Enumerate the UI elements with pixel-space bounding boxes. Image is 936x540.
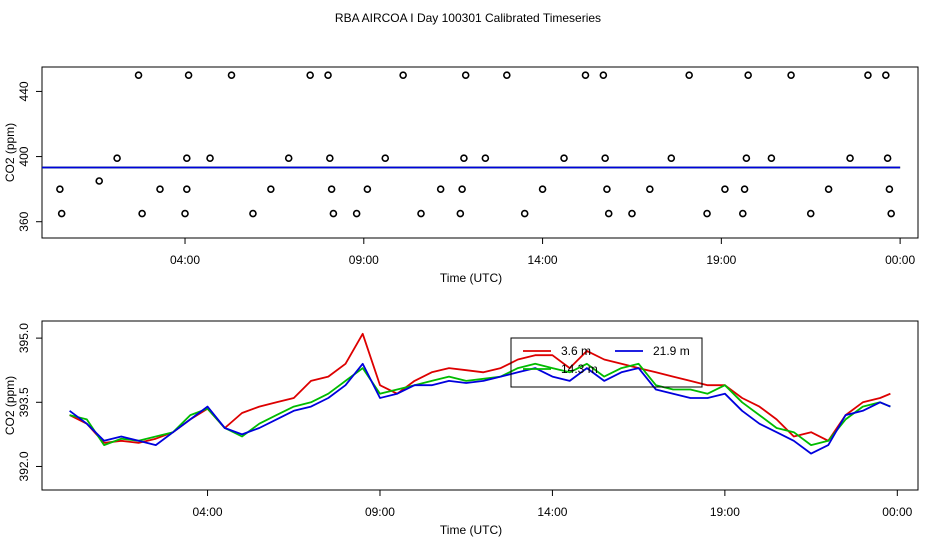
calibration-point	[628, 209, 636, 218]
calibration-point	[363, 185, 372, 193]
calibration-point	[864, 71, 872, 79]
x-tick-label: 19:00	[706, 253, 736, 267]
calibration-point	[703, 209, 711, 218]
calibration-point	[138, 209, 146, 218]
calibration-point	[460, 154, 468, 162]
calibration-point	[329, 209, 338, 218]
y-tick-label: 440	[17, 81, 31, 101]
calibration-point	[740, 185, 749, 193]
legend-label: 3.6 m	[561, 344, 591, 358]
calibration-point	[156, 185, 164, 193]
calibration-point	[436, 185, 445, 193]
calibration-point	[206, 154, 214, 162]
x-tick-label: 00:00	[885, 253, 915, 267]
x-tick-label: 09:00	[349, 253, 379, 267]
series-line-36m	[69, 332, 891, 444]
calibration-point	[456, 209, 465, 218]
calibration-point	[227, 71, 236, 79]
calibration-point	[267, 185, 275, 193]
calibration-point	[399, 71, 407, 79]
chart-panel-calibrated-timeseries: 04:00 09:00 14:00 19:00 00:00 360 400 440 Time (…	[3, 66, 919, 285]
chart-panel-zoomed-timeseries: 04:00 09:00 14:00 19:00 00:00 392.0 393.5 395.0…	[3, 320, 919, 537]
calibration-point	[560, 154, 568, 162]
calibration-point	[581, 71, 590, 79]
calibration-point	[685, 71, 693, 79]
calibration-point	[885, 185, 894, 193]
calibration-point	[503, 71, 511, 79]
calibration-point	[721, 185, 729, 193]
x-tick-label: 09:00	[365, 505, 395, 519]
calibration-point	[181, 209, 189, 218]
calibration-point	[56, 185, 64, 193]
calibration-point	[744, 71, 752, 79]
legend-label: 21.9 m	[653, 344, 690, 358]
x-tick-label: 04:00	[193, 505, 223, 519]
calibration-point	[458, 185, 466, 193]
calibration-point	[767, 154, 776, 162]
calibration-point	[326, 154, 334, 162]
calibration-point	[284, 154, 293, 162]
calibration-point	[134, 71, 143, 79]
calibration-point	[417, 209, 425, 218]
calibration-point	[538, 185, 547, 193]
calibration-point	[352, 209, 361, 218]
x-tick-label: 19:00	[710, 505, 740, 519]
calibration-point	[887, 209, 895, 218]
calibration-point	[787, 71, 795, 79]
x-axis-label: Time (UTC)	[440, 523, 502, 537]
calibration-point	[601, 154, 609, 162]
calibration-point	[461, 71, 470, 79]
calibration-point	[183, 185, 191, 193]
calibration-point	[520, 209, 529, 218]
x-tick-label: 04:00	[170, 253, 200, 267]
x-axis-label: Time (UTC)	[440, 271, 502, 285]
calibration-point	[667, 154, 676, 162]
legend-box	[510, 337, 703, 388]
calibration-point	[883, 154, 892, 162]
calibration-point	[95, 177, 104, 185]
calibration-point	[646, 185, 654, 193]
y-tick-label: 400	[17, 146, 31, 166]
calibration-point	[113, 154, 121, 162]
calibration-point	[57, 209, 66, 218]
calibration-point	[603, 185, 611, 193]
y-axis-label: CO2 (ppm)	[3, 376, 17, 435]
plot-frame	[41, 320, 919, 491]
x-tick-label: 00:00	[882, 505, 912, 519]
calibration-point	[306, 71, 314, 79]
calibration-point	[738, 209, 747, 218]
calibration-point	[806, 209, 815, 218]
calibration-point	[381, 154, 390, 162]
y-tick-label: 392.0	[17, 451, 31, 481]
calibration-point	[846, 154, 854, 162]
calibration-point	[599, 71, 608, 79]
series-line-143m	[69, 362, 891, 447]
calibration-point	[882, 71, 890, 79]
calibration-point	[742, 154, 751, 162]
y-tick-label: 360	[17, 211, 31, 231]
calibration-point	[324, 71, 332, 79]
x-tick-label: 14:00	[528, 253, 558, 267]
y-tick-label: 393.5	[17, 387, 31, 417]
calibration-point	[481, 154, 490, 162]
calibration-point	[184, 71, 193, 79]
legend-label: 14.3 m	[561, 362, 598, 376]
calibration-point	[249, 209, 257, 218]
calibration-point	[183, 154, 191, 162]
calibration-point	[824, 185, 833, 193]
series-line-219m	[69, 362, 891, 455]
calibration-point	[327, 185, 336, 193]
plot-frame	[41, 66, 919, 239]
y-axis-label: CO2 (ppm)	[3, 123, 17, 182]
y-tick-label: 395.0	[17, 323, 31, 353]
page-title: RBA AIRCOA I Day 100301 Calibrated Times…	[335, 11, 601, 25]
x-tick-label: 14:00	[537, 505, 567, 519]
calibration-point	[604, 209, 613, 218]
